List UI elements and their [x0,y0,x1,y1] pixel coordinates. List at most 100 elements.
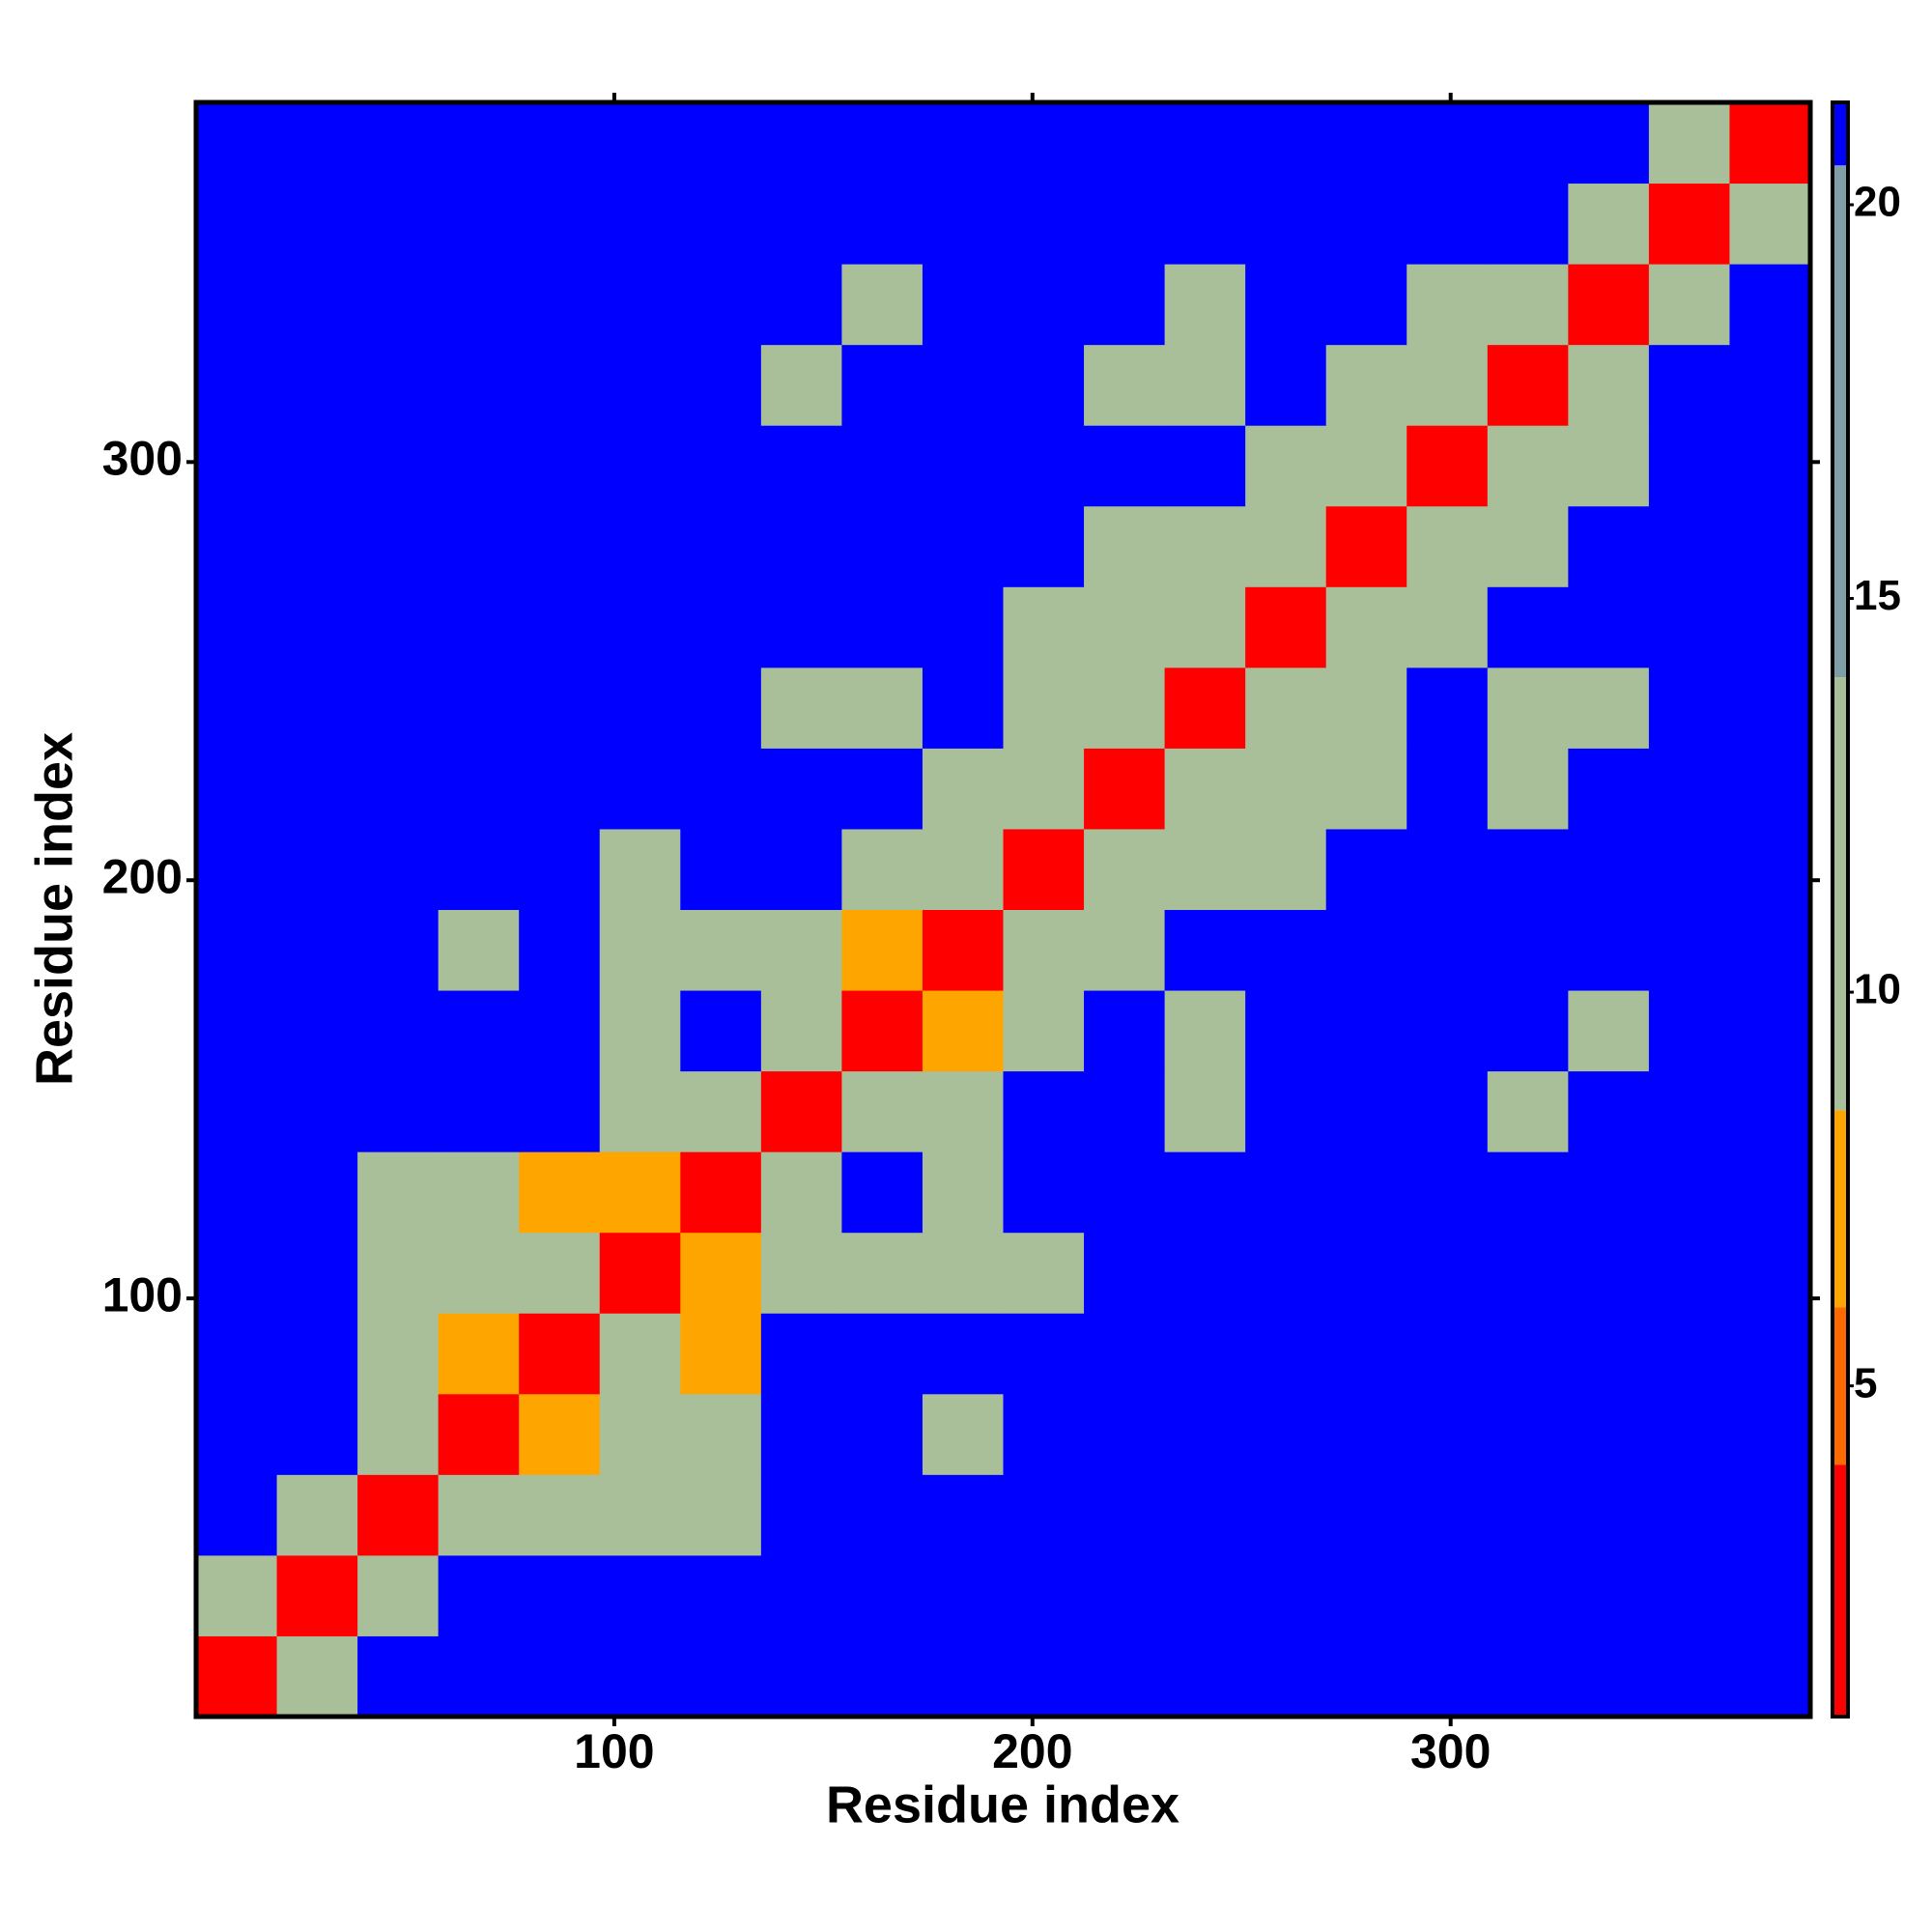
heatmap-cell [276,344,358,426]
heatmap-cell [841,1151,923,1234]
heatmap-cell [1406,1554,1489,1636]
heatmap-cell [1164,828,1246,910]
heatmap-cell [841,586,923,668]
heatmap-cell [1003,667,1085,749]
heatmap-cell [1568,264,1650,346]
heatmap-cell [680,102,762,185]
colorbar-band [1833,102,1848,166]
heatmap-cell [1084,748,1166,830]
heatmap-cell [841,264,923,346]
colorbar [1833,102,1848,1717]
heatmap-cell [1325,102,1407,185]
heatmap-cell [1084,586,1166,668]
heatmap-cell [680,586,762,668]
heatmap-cell [1245,1635,1327,1718]
heatmap-cell [1325,1554,1407,1636]
heatmap-cell [599,344,681,426]
heatmap-cell [1729,990,1811,1072]
heatmap-cell [196,505,278,587]
heatmap-cell [1084,1635,1166,1718]
heatmap-cell [760,909,842,991]
heatmap-cell [1325,828,1407,910]
heatmap-cell [760,264,842,346]
heatmap-cell [519,667,601,749]
heatmap-cell [922,1151,1004,1234]
heatmap-cell [1487,1635,1569,1718]
heatmap-cell [1729,344,1811,426]
x-tick-label: 200 [992,1724,1072,1778]
heatmap-cell [1487,1393,1569,1475]
heatmap-cell [841,1393,923,1475]
heatmap-cell [1003,586,1085,668]
heatmap-cell [438,667,520,749]
heatmap-cell [1487,828,1569,910]
heatmap-cell [922,425,1004,507]
heatmap-cell [1164,344,1246,426]
heatmap-cell [680,1554,762,1636]
heatmap-cell [599,828,681,910]
heatmap-cell [1084,1232,1166,1314]
heatmap-cell [760,102,842,185]
heatmap-cell [438,1070,520,1152]
heatmap-cell [1245,344,1327,426]
heatmap-cell [1568,505,1650,587]
heatmap-cell [196,102,278,185]
heatmap-cell [276,1635,358,1718]
heatmap-cell [599,586,681,668]
heatmap-cell [196,1635,278,1718]
heatmap-cell [357,909,440,991]
heatmap-cell [357,1474,440,1556]
heatmap-cell [1164,1070,1246,1152]
heatmap-cell [1487,990,1569,1072]
heatmap-cell [438,344,520,426]
heatmap-cell [599,748,681,830]
heatmap-cell [680,828,762,910]
heatmap-cell [1406,505,1489,587]
heatmap-cell [196,990,278,1072]
heatmap-cell [1729,586,1811,668]
heatmap-cell [438,505,520,587]
heatmap-cell [841,344,923,426]
colorbar-tick-label: 20 [1854,179,1901,226]
heatmap-cell [1406,1070,1489,1152]
heatmap-cell [1487,1151,1569,1234]
heatmap-cell [1648,344,1730,426]
heatmap-cell [438,102,520,185]
heatmap-cell [276,505,358,587]
heatmap-cell [519,828,601,910]
heatmap-cell [196,748,278,830]
heatmap-cell [922,183,1004,265]
heatmap-cell [599,667,681,749]
heatmap-cell [1245,1151,1327,1234]
heatmap-cell [599,102,681,185]
heatmap-cell [922,1393,1004,1475]
heatmap-cell [1003,990,1085,1072]
heatmap-cell [519,1313,601,1395]
heatmap-cell [1406,909,1489,991]
x-tick-label: 300 [1410,1724,1491,1778]
heatmap-cell [1325,748,1407,830]
heatmap-cell [1325,990,1407,1072]
heatmap-cell [1568,1474,1650,1556]
heatmap-cell [1648,1554,1730,1636]
heatmap-cell [841,748,923,830]
heatmap-cell [1729,102,1811,185]
heatmap-cell [1245,1313,1327,1395]
heatmap-cell [841,667,923,749]
heatmap-cell [1729,1232,1811,1314]
heatmap-cell [1729,1070,1811,1152]
heatmap-cell [276,748,358,830]
colorbar-band [1833,1110,1848,1308]
heatmap-cell [1164,264,1246,346]
heatmap-cell [357,990,440,1072]
heatmap-cell [1648,425,1730,507]
heatmap-cell [519,1474,601,1556]
heatmap-cell [760,1635,842,1718]
heatmap-cell [841,183,923,265]
heatmap-cell [1084,1070,1166,1152]
heatmap-cell [1245,1232,1327,1314]
heatmap-cell [276,1070,358,1152]
heatmap-cell [1406,1151,1489,1234]
heatmap-cell [1648,1313,1730,1395]
heatmap-cell [922,1070,1004,1152]
